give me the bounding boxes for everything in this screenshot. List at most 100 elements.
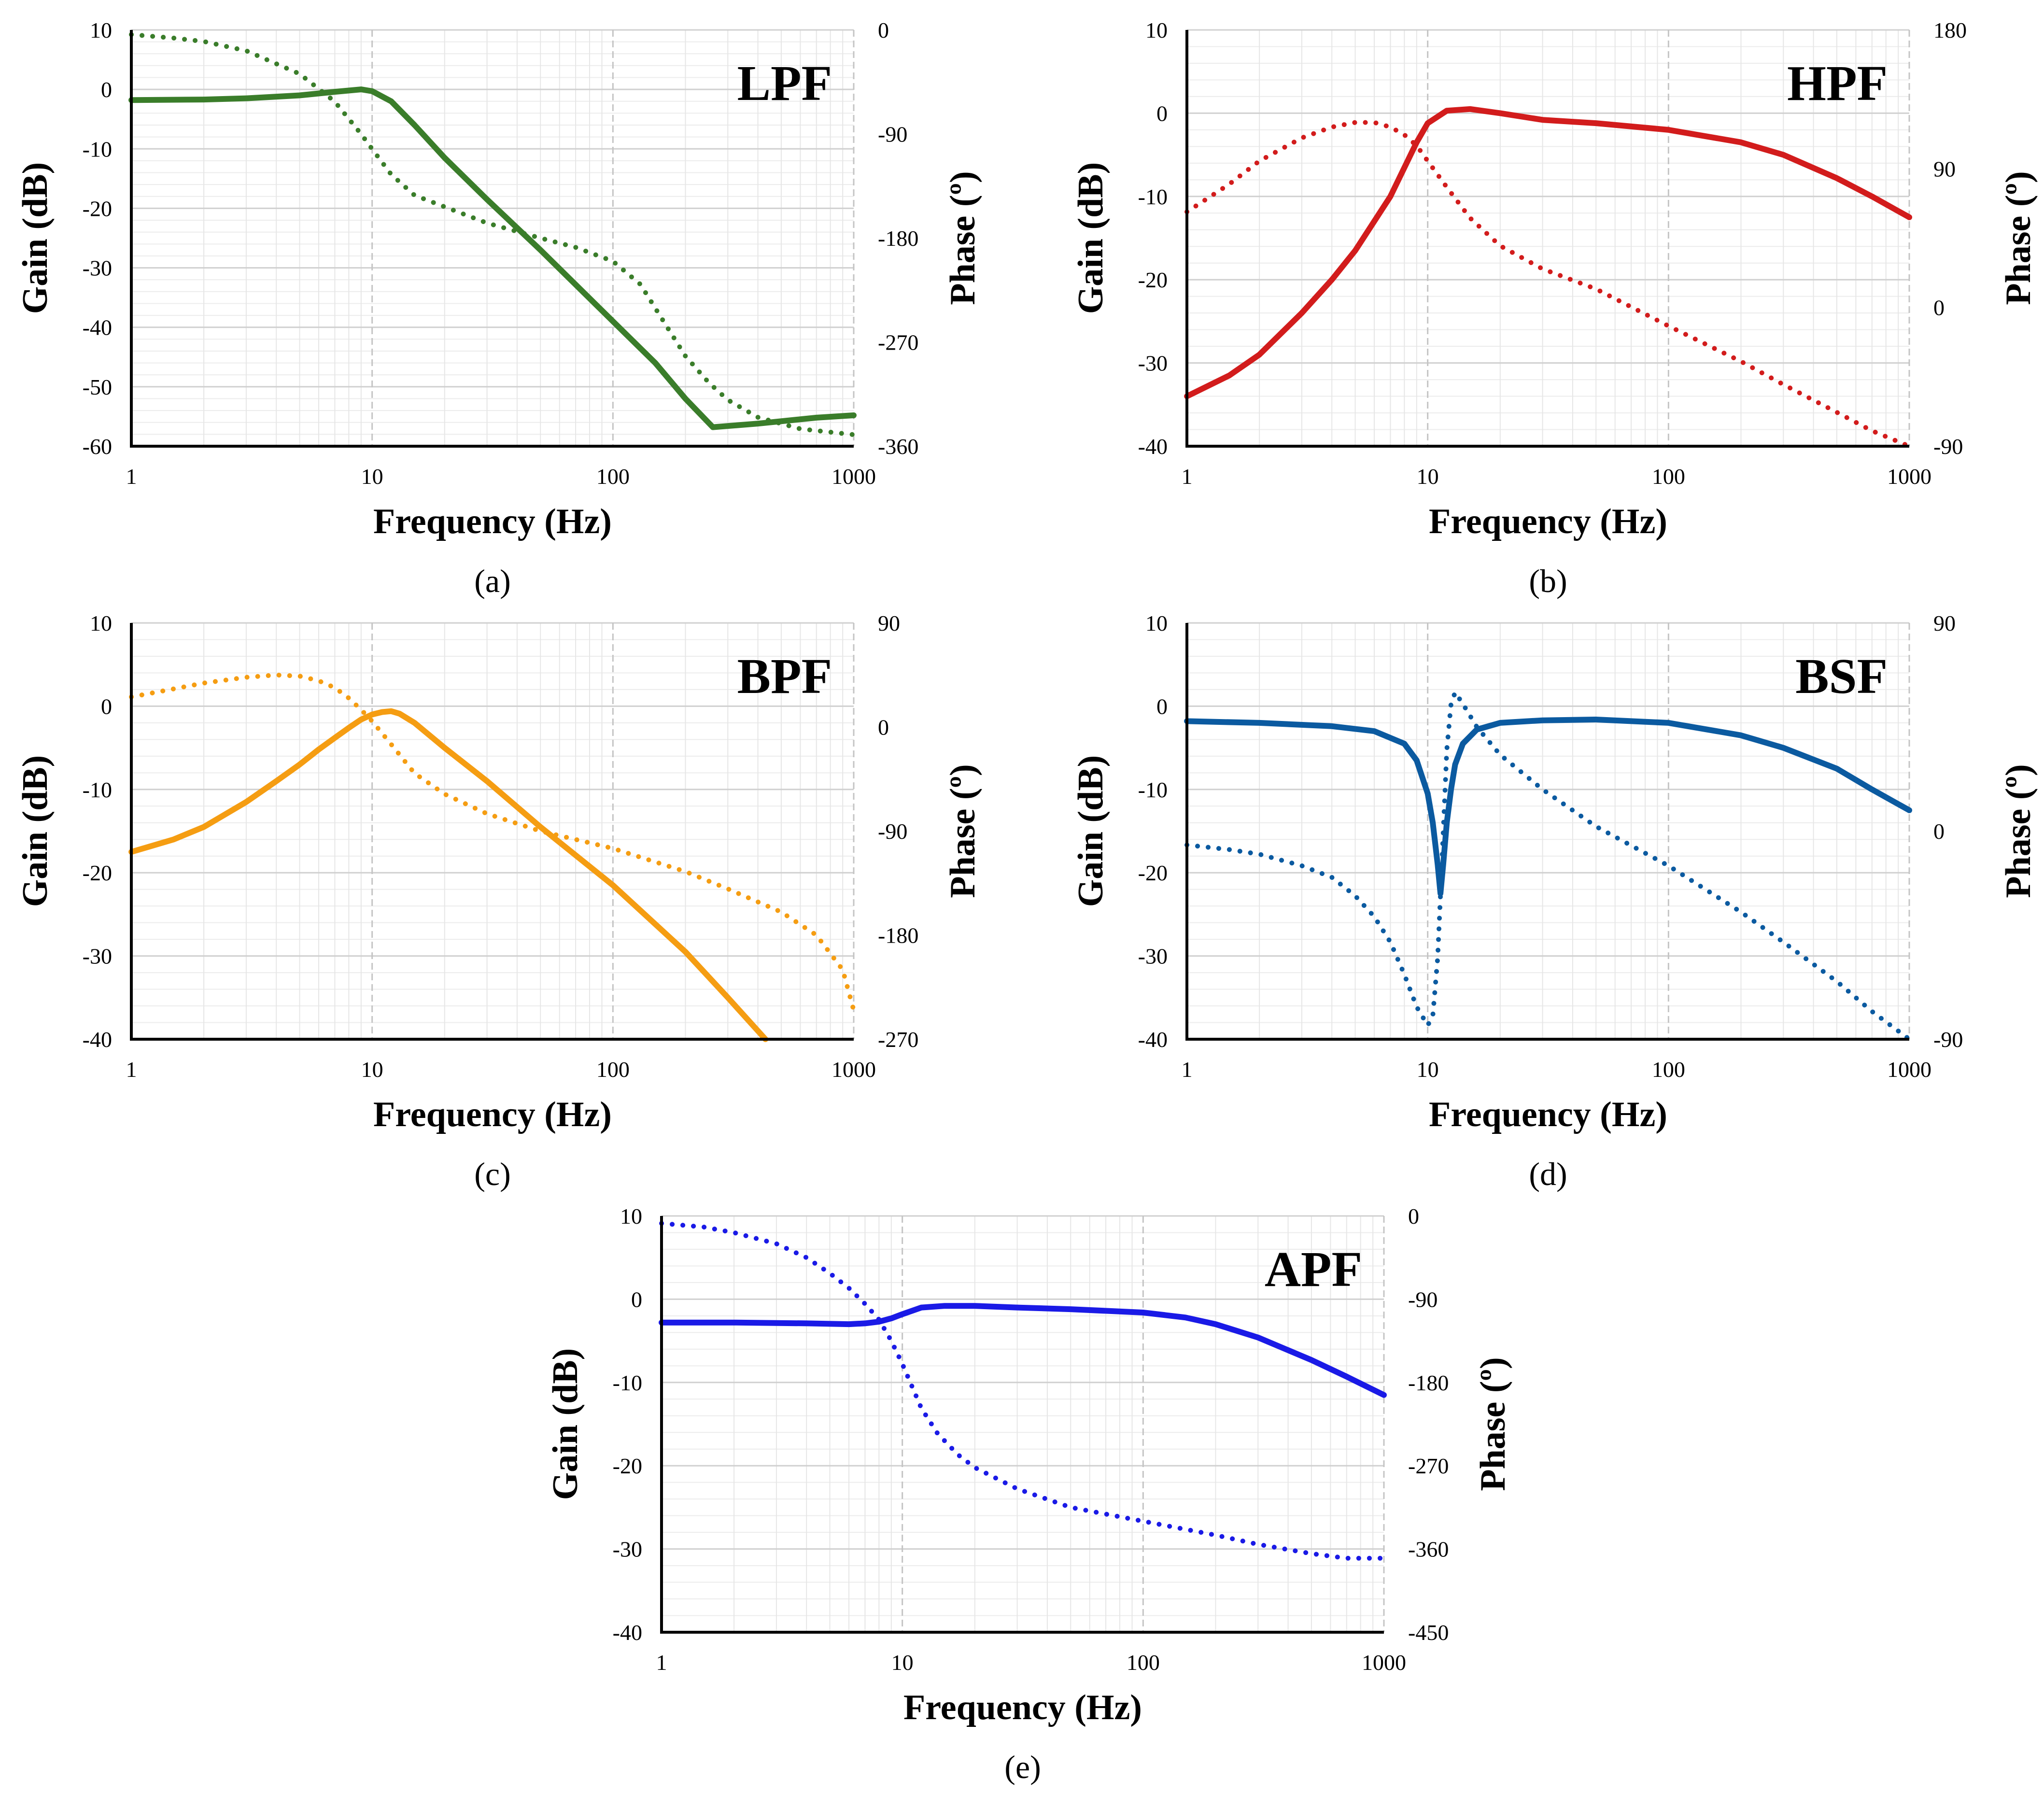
chart-4-ytick-label: -10 xyxy=(1138,777,1168,802)
chart-2-y2tick-label: 180 xyxy=(1933,18,1967,42)
chart-4-y2tick-label: 90 xyxy=(1933,611,1956,636)
chart-1-xtick-label: 10 xyxy=(361,464,383,489)
chart-5-xtick-label: 10 xyxy=(891,1650,914,1675)
chart-1-y2tick-label: -90 xyxy=(878,122,907,147)
chart-4-ytick-label: 0 xyxy=(1156,694,1168,719)
chart-5-ytick-label: 10 xyxy=(620,1204,642,1229)
chart-4-ylabel: Gain (dB) xyxy=(1071,755,1111,907)
chart-3-panel-label: (c) xyxy=(474,1156,510,1192)
chart-1-ytick-label: -20 xyxy=(83,196,112,221)
chart-5-y2tick-label: -360 xyxy=(1408,1537,1449,1562)
chart-2-ytick-label: -10 xyxy=(1138,184,1168,209)
chart-1-panel-label: (a) xyxy=(474,563,510,599)
chart-2-ytick-label: -20 xyxy=(1138,268,1168,292)
chart-2-y2tick-label: 0 xyxy=(1933,296,1945,320)
chart-1-xtick-label: 1 xyxy=(126,464,137,489)
chart-1-ytick-label: -60 xyxy=(83,434,112,459)
chart-1-y2label: Phase (º) xyxy=(943,171,983,305)
chart-5-filter-label: APF xyxy=(1265,1242,1362,1297)
chart-4-phase-line xyxy=(1184,690,1912,1042)
chart-5-panel-label: (e) xyxy=(1004,1749,1041,1785)
chart-2-gain-line xyxy=(1184,106,1912,399)
chart-5-gain-line xyxy=(659,1303,1387,1398)
chart-1-gain-line xyxy=(128,86,857,430)
chart-1-y2tick-label: 0 xyxy=(878,18,889,42)
chart-5-xtick-label: 1 xyxy=(656,1650,667,1675)
chart-4-xtick-label: 1000 xyxy=(1887,1057,1931,1082)
chart-5-y2tick-label: -180 xyxy=(1408,1370,1449,1395)
chart-5-ytick-label: 0 xyxy=(631,1287,642,1312)
chart-3-xtick-label: 1 xyxy=(126,1057,137,1082)
chart-1-y2tick-label: -180 xyxy=(878,226,918,251)
chart-2-xtick-label: 1 xyxy=(1182,464,1193,489)
chart-2-filter-label: HPF xyxy=(1787,56,1888,111)
chart-1-y2tick-label: -270 xyxy=(878,330,918,355)
chart-4-ytick-label: -20 xyxy=(1138,861,1168,885)
chart-3-xlabel: Frequency (Hz) xyxy=(373,1095,612,1134)
chart-2-y2label: Phase (º) xyxy=(1999,171,2038,305)
chart-2-xtick-label: 1000 xyxy=(1887,464,1931,489)
chart-3-y2label: Phase (º) xyxy=(943,764,983,898)
chart-2-panel-label: (b) xyxy=(1529,563,1567,599)
chart-3-y2tick-label: -90 xyxy=(878,819,907,844)
chart-5-phase-line xyxy=(659,1221,1386,1561)
chart-panel-5: 100 -10 -20 -30 -40 0 -90 -180 -270 -360 -450 1 10 10… xyxy=(546,1204,1513,1785)
chart-2-ytick-label: 0 xyxy=(1156,101,1168,126)
chart-5-xlabel: Frequency (Hz) xyxy=(903,1688,1142,1727)
chart-4-xtick-label: 100 xyxy=(1652,1057,1685,1082)
chart-3-ylabel: Gain (dB) xyxy=(15,755,55,907)
chart-1-ytick-label: -10 xyxy=(83,137,112,161)
chart-2-ylabel: Gain (dB) xyxy=(1071,162,1111,314)
chart-2-xtick-label: 100 xyxy=(1652,464,1685,489)
chart-1-xtick-label: 1000 xyxy=(832,464,876,489)
chart-4-xtick-label: 10 xyxy=(1417,1057,1439,1082)
chart-1-xtick-label: 100 xyxy=(596,464,630,489)
chart-4-xtick-label: 1 xyxy=(1182,1057,1193,1082)
chart-2-phase-line xyxy=(1184,120,1912,449)
chart-5-ytick-label: -30 xyxy=(613,1537,642,1562)
chart-3-phase-line xyxy=(129,672,856,1013)
chart-5-ytick-label: -20 xyxy=(613,1454,642,1478)
chart-1-ytick-label: 10 xyxy=(90,18,112,42)
chart-3-y2tick-label: -270 xyxy=(878,1027,918,1052)
chart-2-ytick-label: 10 xyxy=(1145,18,1168,42)
chart-5-xtick-label: 100 xyxy=(1127,1650,1160,1675)
chart-1-filter-label: LPF xyxy=(737,56,832,111)
chart-1-phase-line xyxy=(129,32,856,438)
chart-3-xtick-label: 1000 xyxy=(832,1057,876,1082)
chart-5-y2tick-label: -450 xyxy=(1408,1620,1449,1645)
chart-2-y2tick-label: -90 xyxy=(1933,434,1963,459)
chart-3-filter-label: BPF xyxy=(737,649,832,704)
chart-4-y2label: Phase (º) xyxy=(1999,764,2038,898)
chart-3-y2tick-label: -180 xyxy=(878,923,918,948)
chart-5-ytick-label: -10 xyxy=(613,1370,642,1395)
chart-4-filter-label: BSF xyxy=(1795,649,1888,704)
chart-5-y2tick-label: -270 xyxy=(1408,1454,1449,1478)
chart-4-ytick-label: -40 xyxy=(1138,1027,1168,1052)
chart-4-gain-line xyxy=(1184,717,1912,897)
chart-5-ytick-label: -40 xyxy=(613,1620,642,1645)
chart-2-y2tick-label: 90 xyxy=(1933,156,1956,181)
chart-4-xlabel: Frequency (Hz) xyxy=(1429,1095,1667,1134)
chart-5-xtick-label: 1000 xyxy=(1362,1650,1406,1675)
chart-1-y2tick-label: -360 xyxy=(878,434,918,459)
chart-1-ytick-label: -40 xyxy=(83,315,112,340)
chart-1-ylabel: Gain (dB) xyxy=(15,162,55,314)
chart-3-ytick-label: -40 xyxy=(83,1027,112,1052)
chart-1-ytick-label: -50 xyxy=(83,375,112,399)
chart-2-ytick-label: -40 xyxy=(1138,434,1168,459)
chart-1-xlabel: Frequency (Hz) xyxy=(373,502,612,541)
chart-1-ytick-label: -30 xyxy=(83,256,112,281)
chart-4-y2tick-label: -90 xyxy=(1933,1027,1963,1052)
chart-3-ytick-label: 10 xyxy=(90,611,112,636)
chart-3-ytick-label: 0 xyxy=(101,694,112,719)
chart-3-ytick-label: -30 xyxy=(83,944,112,969)
chart-3-xtick-label: 100 xyxy=(596,1057,630,1082)
chart-4-panel-label: (d) xyxy=(1529,1156,1567,1192)
chart-2-ytick-label: -30 xyxy=(1138,351,1168,376)
chart-5-y2tick-label: -90 xyxy=(1408,1287,1438,1312)
chart-3-ytick-label: -20 xyxy=(83,861,112,885)
